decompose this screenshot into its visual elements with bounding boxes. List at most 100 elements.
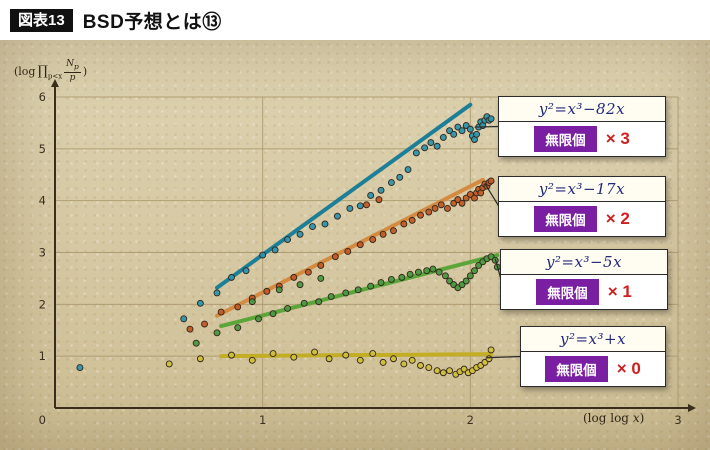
data-point-rank0 [342,351,350,359]
data-point-rank3 [458,127,466,135]
data-point-rank1 [234,324,242,332]
data-point-rank3 [433,142,441,150]
data-point-rank0 [356,356,364,364]
data-point-rank0 [269,350,277,358]
data-point-rank0 [487,346,495,354]
callout-rank1: y²=x³−5x 無限個 × 1 [500,249,668,310]
data-point-rank3 [321,220,329,228]
data-point-rank2 [375,196,383,204]
data-point-rank3 [296,230,304,238]
data-point-rank0 [425,364,433,372]
plot-svg: 1 2 3 4 5 6 1 2 3 0 [39,79,696,427]
data-point-rank1 [315,298,323,306]
data-point-rank1 [213,329,221,337]
multiplier-label: × 0 [616,359,641,378]
data-point-rank2 [217,308,225,316]
data-point-rank3 [309,223,316,231]
data-point-rank1 [317,274,325,282]
infinite-count-badge: 無限個 [545,356,608,382]
data-point-rank2 [304,268,312,276]
trend-line-rank0 [219,352,494,359]
data-point-rank3 [180,315,188,323]
x-tick-label: 2 [467,413,474,427]
x-axis-arrow-icon [688,404,696,412]
data-point-rank3 [284,236,292,243]
multiplier-label: × 1 [607,282,632,301]
data-point-rank1 [471,267,478,275]
data-point-rank3 [466,125,474,133]
data-point-rank0 [248,356,256,364]
data-point-rank3 [377,186,385,194]
data-point-rank0 [485,355,493,363]
x-tick-label: 1 [259,413,266,427]
origin-tick-label: 0 [39,413,46,427]
multiplier-label: × 3 [605,129,630,148]
data-point-rank1 [296,281,304,289]
data-point-rank1 [441,272,449,280]
header: 図表13 BSD予想とは⑬ [0,0,710,40]
data-point-rank2 [379,230,387,238]
data-point-rank0 [228,351,235,359]
data-point-rank0 [196,355,204,363]
callout-pointer-line [484,183,500,207]
data-point-rank3 [76,364,84,372]
data-point-rank2 [425,208,433,216]
data-point-rank1 [423,267,431,275]
data-point-rank3 [333,212,341,220]
y-tick-label: 1 [39,349,46,363]
callout-pointer-line [486,355,522,359]
callout-rank0: y²=x³+x 無限個 × 0 [520,326,666,387]
data-point-rank1 [398,273,406,281]
data-point-rank3 [356,202,364,210]
data-point-rank0 [446,367,454,375]
data-point-rank2 [263,287,271,295]
trend-line-rank2 [214,177,485,318]
data-point-rank3 [439,133,447,141]
data-point-rank0 [439,369,447,377]
data-point-rank2 [201,320,208,328]
data-point-rank1 [284,305,292,312]
data-point-rank0 [165,360,173,368]
data-point-rank2 [431,204,439,212]
x-tick-label: 3 [674,413,681,427]
data-point-rank1 [300,299,308,307]
data-point-rank2 [408,216,416,224]
data-point-rank2 [290,273,298,281]
product-symbol: ∏p<x [37,63,63,81]
equation-label: y²=x³−82x [498,96,666,122]
y-label-fraction: Np p [64,59,81,84]
data-point-rank2 [186,325,194,333]
data-point-rank2 [363,201,370,209]
data-point-rank1 [387,276,395,283]
data-point-rank3 [404,166,412,174]
data-point-rank1 [248,298,256,306]
y-tick-label: 5 [39,142,46,156]
callout-rank3: y²=x³−82x 無限個 × 3 [498,96,666,157]
y-tick-label: 3 [39,246,46,260]
data-point-rank1 [269,310,277,318]
data-point-rank3 [367,192,375,199]
data-point-rank3 [242,267,250,275]
data-point-rank1 [192,339,200,347]
y-axis-label: (log ∏p<x Np p ) [14,59,87,84]
data-point-rank2 [344,248,352,255]
data-point-rank3 [450,130,458,138]
multiplier-label: × 2 [605,209,630,228]
data-point-rank0 [379,358,387,366]
data-point-rank1 [255,315,262,323]
equation-label: y²=x³−5x [500,249,668,275]
data-point-rank2 [417,211,424,219]
data-point-rank2 [331,253,339,261]
data-point-rank0 [390,355,397,363]
data-point-rank1 [377,279,385,287]
data-point-rank2 [400,220,408,228]
equation-label: y²=x³−17x [498,176,666,202]
data-point-rank0 [369,350,377,358]
data-point-rank3 [346,204,354,212]
callout-rank2: y²=x³−17x 無限個 × 2 [498,176,666,237]
y-label-open: (log [14,65,36,79]
y-tick-label: 6 [39,90,46,104]
y-tick-label: 4 [39,194,46,208]
y-tick-label: 2 [39,297,46,311]
